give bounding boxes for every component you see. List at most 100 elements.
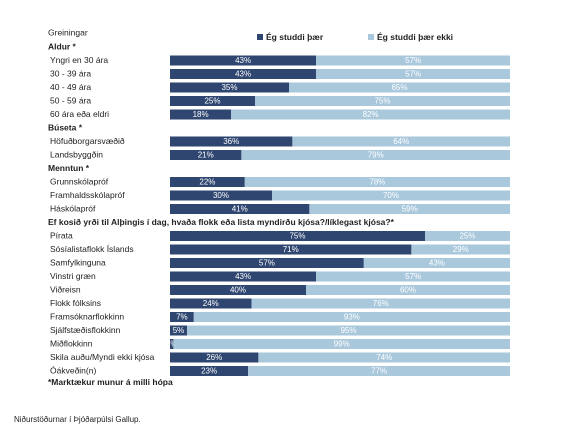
legend-label: Ég studdi þær ekki [377, 32, 453, 42]
category-label: Landsbyggðin [50, 149, 103, 159]
bar-segment [251, 298, 510, 309]
bar-segment [316, 69, 510, 79]
bar-segment [316, 55, 510, 66]
bar-segment [170, 285, 306, 295]
bar-segment [170, 96, 255, 106]
value-label: 40% [230, 286, 246, 295]
bar-segment [231, 109, 510, 120]
bar-segment [170, 244, 412, 255]
value-label: 76% [373, 299, 389, 308]
value-label: 57% [405, 70, 421, 79]
value-label: 99% [334, 340, 350, 349]
bar-segment [170, 312, 194, 322]
bar-segment [170, 339, 174, 349]
value-label: 65% [391, 83, 407, 92]
value-label: 21% [198, 151, 214, 160]
bar-segment [170, 190, 272, 201]
bar-segment [170, 352, 259, 363]
legend-swatch [257, 34, 263, 40]
value-label: 36% [223, 137, 239, 146]
value-label: 70% [383, 191, 399, 200]
category-label: 40 - 49 ára [50, 82, 91, 92]
group-header: Menntun * [48, 163, 90, 173]
value-label: 75% [374, 97, 390, 106]
value-label: 64% [393, 137, 409, 146]
category-label: 50 - 59 ára [50, 95, 91, 105]
category-label: Yngri en 30 ára [50, 55, 108, 65]
bar-segment [170, 55, 317, 66]
value-label: 82% [363, 110, 379, 119]
group-header: Ef kosið yrði til Alþingis í dag, hvaða … [48, 217, 395, 227]
category-label: Sósíalistaflokk Íslands [50, 244, 134, 254]
bar-segment [170, 82, 289, 93]
bar-segment [255, 96, 510, 106]
category-label: Framsóknarflokkinn [50, 311, 124, 321]
bar-segment [170, 298, 252, 309]
bar-segment [289, 82, 510, 93]
bar-segment [272, 190, 510, 201]
bar-segment [170, 366, 249, 376]
value-label: 7% [176, 313, 188, 322]
value-label: 26% [206, 353, 222, 362]
category-label: Háskólapróf [50, 203, 96, 213]
value-label: 93% [344, 313, 360, 322]
category-label: Vinstri græn [50, 271, 96, 281]
bar-segment [170, 271, 317, 282]
category-label: Höfuðborgarsvæðið [50, 136, 125, 146]
bar-segment [170, 325, 187, 336]
value-label: 74% [376, 353, 392, 362]
value-label: 60% [400, 286, 416, 295]
value-label: 22% [199, 178, 215, 187]
bar-segment [292, 136, 510, 147]
value-label: 1% [166, 340, 178, 349]
value-label: 18% [193, 110, 209, 119]
value-label: 30% [213, 191, 229, 200]
bar-segment [363, 258, 510, 268]
group-header: Aldur * [48, 41, 77, 51]
bar-segment [306, 285, 510, 295]
bar-segment [411, 244, 510, 255]
bar-segment [170, 136, 293, 147]
category-label: Óákveðin(n) [50, 365, 96, 375]
value-label: 77% [371, 367, 387, 376]
bar-segment [309, 204, 510, 214]
bar-segment [244, 177, 511, 187]
value-label: 75% [289, 232, 305, 241]
bar-segment [170, 150, 242, 160]
value-label: 71% [283, 245, 299, 254]
value-label: 57% [405, 56, 421, 65]
category-label: Framhaldsskólapróf [50, 190, 125, 200]
category-label: 60 ára eða eldri [50, 109, 109, 119]
value-label: 57% [259, 259, 275, 268]
bar-segment [425, 231, 510, 241]
bar-segment [170, 231, 425, 241]
legend-label: Ég studdi þær [266, 32, 324, 42]
bar-segment [258, 352, 510, 363]
value-label: 78% [369, 178, 385, 187]
category-label: Miðflokkinn [50, 338, 93, 348]
value-label: 43% [429, 259, 445, 268]
category-label: Grunnskólapróf [50, 176, 109, 186]
value-label: 95% [340, 326, 356, 335]
bar-segment [170, 109, 232, 120]
value-label: 43% [235, 56, 251, 65]
bar-segment [173, 339, 510, 349]
category-label: Pírata [50, 230, 73, 240]
bar-segment [170, 177, 245, 187]
value-label: 23% [201, 367, 217, 376]
category-label: Sjálfstæðisflokkinn [50, 325, 121, 335]
value-label: 24% [203, 299, 219, 308]
bar-segment [316, 271, 510, 282]
category-label: Flokk fólksins [50, 298, 101, 308]
value-label: 5% [173, 326, 185, 335]
category-label: Skila auðu/Myndi ekki kjósa [50, 352, 155, 362]
value-label: 25% [204, 97, 220, 106]
value-label: 29% [453, 245, 469, 254]
value-label: 35% [221, 83, 237, 92]
bar-segment [170, 258, 364, 268]
bar-segment [241, 150, 510, 160]
source: Niðurstöðurnar í Þjóðarpúlsi Gallup. [14, 415, 141, 424]
footnote: *Marktækur munur á milli hópa [48, 377, 173, 387]
category-label: Viðreisn [50, 284, 81, 294]
